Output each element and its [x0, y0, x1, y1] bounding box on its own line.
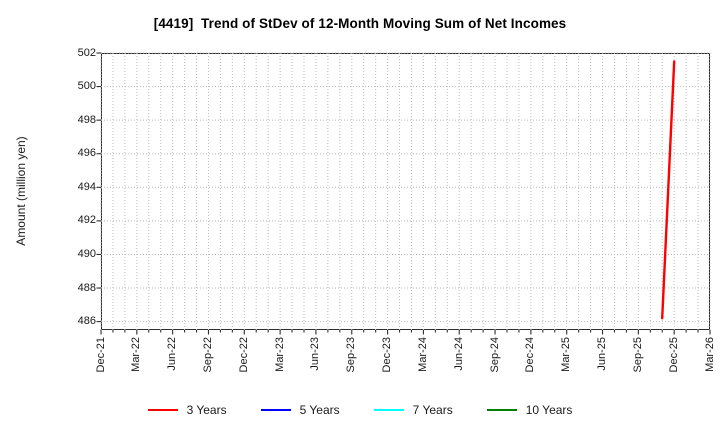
x-tick-label: Dec-25: [667, 337, 680, 373]
y-tick-label: 492: [77, 214, 96, 227]
series-line-3-years: [660, 59, 675, 319]
x-tick-label: Jun-22: [166, 337, 179, 371]
x-tick-label: Mar-25: [560, 337, 573, 372]
y-tick-label: 494: [77, 180, 96, 193]
chart-canvas: [96, 51, 711, 334]
legend-item-3-years: 3 Years: [147, 403, 227, 417]
legend-item-10-years: 10 Years: [486, 403, 573, 417]
legend-line-swatch: [147, 409, 178, 411]
y-tick-label: 486: [77, 315, 96, 328]
legend: 3 Years 5 Years 7 Years 10 Years: [0, 403, 720, 417]
x-tick-label: Sep-24: [488, 337, 501, 373]
x-tick-label: Jun-24: [452, 337, 465, 371]
y-axis-label: Amount (million yen): [14, 136, 28, 246]
legend-label: 3 Years: [186, 403, 227, 417]
legend-item-7-years: 7 Years: [373, 403, 453, 417]
x-tick-label: Sep-25: [631, 337, 644, 373]
x-tick-label: Jun-25: [596, 337, 609, 371]
x-tick-label: Mar-22: [130, 337, 143, 372]
x-tick-label: Dec-24: [524, 337, 537, 373]
x-tick-label: Sep-22: [201, 337, 214, 373]
legend-line-swatch: [373, 409, 404, 411]
x-tick-label: Mar-26: [703, 337, 716, 372]
x-tick-label: Dec-23: [381, 337, 394, 373]
x-tick-label: Mar-24: [416, 337, 429, 372]
x-tick-label: Jun-23: [309, 337, 322, 371]
legend-line-swatch: [260, 409, 291, 411]
y-tick-label: 496: [77, 147, 96, 160]
legend-label: 5 Years: [299, 403, 340, 417]
y-tick-label: 500: [77, 80, 96, 93]
legend-line-swatch: [486, 409, 517, 411]
y-tick-label: 498: [77, 113, 96, 126]
x-tick-label: Mar-23: [273, 337, 286, 372]
y-tick-label: 490: [77, 247, 96, 260]
x-tick-label: Sep-23: [345, 337, 358, 373]
x-tick-label: Dec-21: [94, 337, 107, 373]
plot-area: [96, 51, 711, 334]
legend-label: 10 Years: [525, 403, 573, 417]
y-tick-label: 502: [77, 46, 96, 59]
chart-title: [4419] Trend of StDev of 12-Month Moving…: [153, 16, 567, 31]
legend-item-5-years: 5 Years: [260, 403, 340, 417]
legend-label: 7 Years: [412, 403, 453, 417]
x-tick-label: Dec-22: [237, 337, 250, 373]
y-tick-label: 488: [77, 281, 96, 294]
